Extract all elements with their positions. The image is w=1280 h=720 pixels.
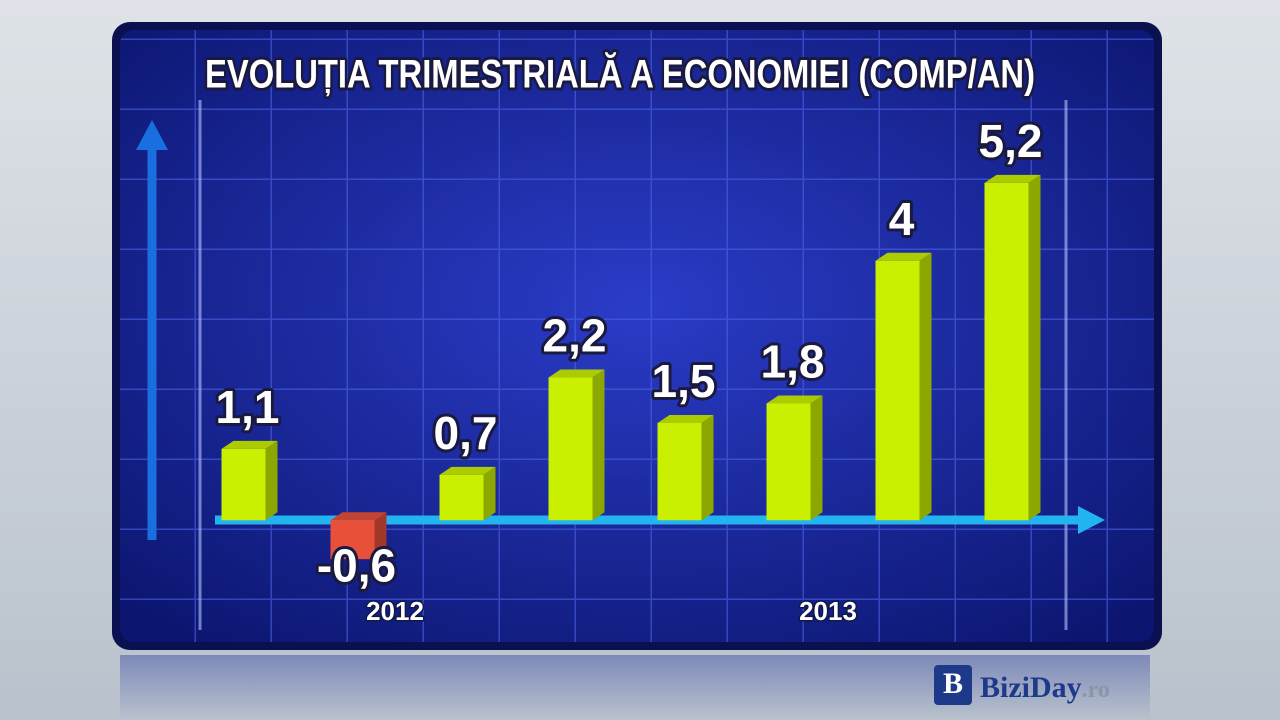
watermark-text: BiziDay.ro — [980, 671, 1110, 704]
bar-top — [875, 252, 932, 261]
chart-title: EVOLUȚIA TRIMESTRIALĂ A ECONOMIEI (COMP/… — [205, 52, 1035, 97]
logo — [934, 665, 972, 705]
bar-top — [439, 466, 496, 475]
watermark-suffix: .ro — [1082, 677, 1110, 703]
value-label: 1,8 — [761, 336, 825, 388]
bar — [657, 422, 702, 521]
bar-side — [592, 369, 605, 521]
bar — [548, 377, 593, 521]
bar-top — [221, 440, 278, 449]
value-label: -0,6 — [317, 539, 396, 591]
value-label: 5,2 — [979, 115, 1043, 167]
bar — [875, 260, 920, 521]
logo-letter: B — [943, 667, 963, 700]
y-axis-arrow — [136, 120, 168, 150]
bar-side — [483, 466, 496, 521]
reflection — [120, 655, 1150, 720]
bar — [766, 403, 811, 521]
bar-side — [374, 512, 387, 560]
value-label: 1,1 — [216, 381, 280, 433]
value-label: 4 — [889, 193, 915, 245]
bar-top — [766, 395, 823, 404]
year-label: 2013 — [799, 596, 857, 626]
value-label: 1,5 — [652, 355, 716, 407]
x-axis-arrow — [1078, 506, 1105, 534]
watermark-name: BiziDay — [980, 671, 1082, 704]
bar-side — [810, 395, 823, 521]
year-label: 2012 — [366, 596, 424, 626]
value-label: 2,2 — [543, 310, 607, 362]
bar — [439, 474, 484, 521]
value-label: 0,7 — [434, 407, 498, 459]
bar-top — [548, 369, 605, 378]
bar — [330, 520, 375, 560]
bar-side — [265, 440, 278, 521]
watermark: B BiziDay.ro — [934, 665, 1110, 705]
bar-top — [330, 512, 387, 521]
bar — [984, 182, 1029, 521]
bar-top — [984, 174, 1041, 183]
bar-side — [919, 252, 932, 521]
bar — [221, 448, 266, 521]
bar-side — [1028, 174, 1041, 521]
bar-top — [657, 414, 714, 423]
bar-side — [701, 414, 714, 521]
